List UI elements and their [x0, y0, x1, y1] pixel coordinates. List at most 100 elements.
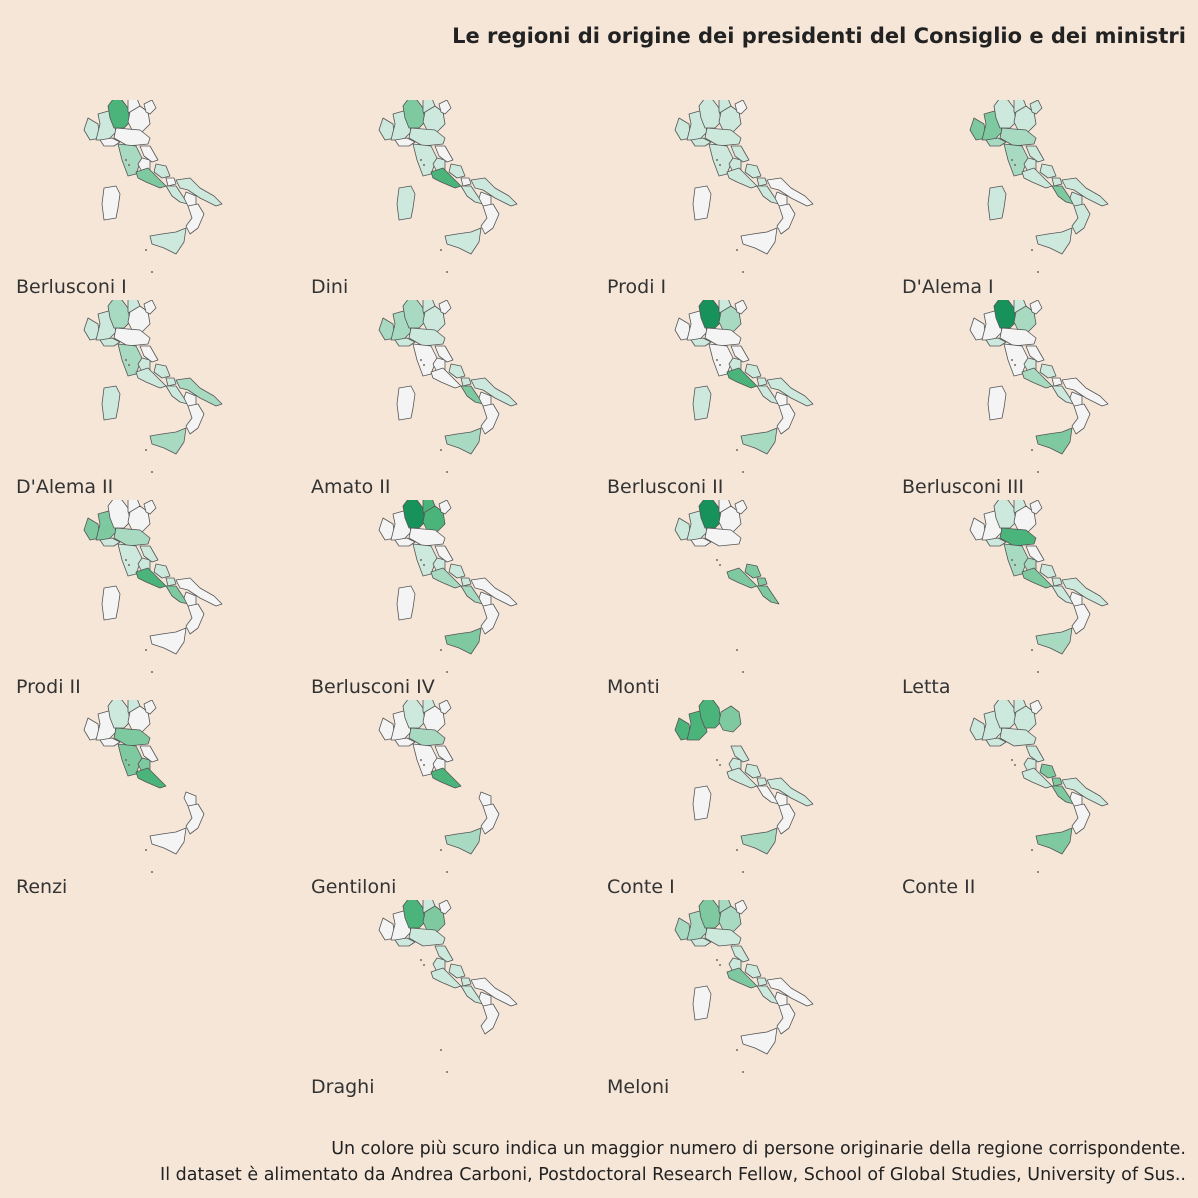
region-basilicata [478, 791, 492, 807]
region-aosta [674, 117, 692, 141]
region-sicily [1035, 227, 1073, 255]
islet-dot [1011, 159, 1013, 161]
region-molise [756, 777, 768, 787]
italy-map [378, 300, 518, 473]
region-sardinia [692, 785, 712, 821]
region-emilia [999, 727, 1037, 747]
map-panel: Conte I [591, 700, 881, 900]
region-molise [165, 177, 177, 187]
panel-label: Berlusconi III [902, 476, 1024, 498]
region-calabria [185, 403, 205, 435]
region-emilia [408, 527, 446, 547]
islet-dot [1037, 871, 1039, 873]
map-panel: Gentiloni [295, 700, 585, 900]
region-tuscany [708, 143, 734, 177]
islet-dot [440, 1049, 442, 1051]
region-marche [139, 145, 159, 163]
region-puglia [175, 377, 223, 407]
region-lazio [430, 767, 462, 789]
map-panel: Amato II [295, 300, 585, 500]
region-aosta [378, 917, 396, 941]
region-lazio [726, 367, 758, 389]
region-abruzzo [448, 563, 466, 579]
region-veneto [422, 505, 446, 533]
region-friuli [438, 700, 452, 715]
region-abruzzo [153, 563, 171, 579]
region-sicily [1035, 827, 1073, 855]
region-veneto [1013, 305, 1037, 333]
region-aosta [378, 517, 396, 541]
islet-dot [1031, 849, 1033, 851]
region-tuscany [1003, 143, 1029, 177]
footer-line-2: Il dataset è alimentato da Andrea Carbon… [160, 1165, 1186, 1185]
region-emilia [999, 327, 1037, 347]
region-sicily [740, 427, 778, 455]
region-molise [1051, 177, 1063, 187]
map-panel: Draghi [295, 900, 585, 1100]
region-calabria [776, 403, 796, 435]
islet-dot [1031, 449, 1033, 451]
region-abruzzo [744, 563, 762, 579]
region-emilia [704, 327, 742, 347]
islet-dot [719, 564, 721, 566]
region-marche [139, 745, 159, 763]
islet-dot [736, 849, 738, 851]
region-liguria [985, 737, 1007, 747]
region-aosta [674, 517, 692, 541]
region-abruzzo [448, 363, 466, 379]
panel-label: Meloni [607, 1076, 670, 1098]
region-lazio [135, 167, 167, 189]
islet-dot [742, 471, 744, 473]
region-friuli [1029, 300, 1043, 315]
italy-map [674, 700, 814, 873]
panel-label: Monti [607, 676, 660, 698]
islet-dot [716, 959, 718, 961]
islet-dot [151, 671, 153, 673]
italy-map [83, 500, 223, 673]
islet-dot [145, 849, 147, 851]
islet-dot [151, 271, 153, 273]
region-puglia [766, 377, 814, 407]
region-abruzzo [448, 963, 466, 979]
region-emilia [704, 527, 742, 547]
region-emilia [704, 927, 742, 947]
region-sicily [149, 427, 187, 455]
region-calabria [185, 803, 205, 835]
islet-dot [145, 249, 147, 251]
region-veneto [127, 505, 151, 533]
map-panel: Berlusconi IV [295, 500, 585, 700]
region-veneto [1013, 705, 1037, 733]
region-liguria [985, 337, 1007, 347]
region-tuscany [117, 143, 143, 177]
panel-label: Berlusconi II [607, 476, 724, 498]
islet-dot [1037, 271, 1039, 273]
region-puglia [470, 577, 518, 607]
region-liguria [690, 537, 712, 547]
region-marche [434, 145, 454, 163]
region-tuscany [117, 343, 143, 377]
region-veneto [422, 705, 446, 733]
region-aosta [674, 717, 692, 741]
region-sicily [740, 227, 778, 255]
islet-dot [420, 759, 422, 761]
region-liguria [394, 937, 416, 947]
region-liguria [99, 537, 121, 547]
region-sardinia [101, 185, 121, 221]
region-liguria [690, 337, 712, 347]
region-aosta [83, 717, 101, 741]
islet-dot [1011, 559, 1013, 561]
region-aosta [969, 117, 987, 141]
region-marche [1025, 745, 1045, 763]
region-aosta [83, 317, 101, 341]
panel-label: D'Alema I [902, 276, 994, 298]
region-marche [434, 945, 454, 963]
region-aosta [83, 517, 101, 541]
region-abruzzo [744, 363, 762, 379]
region-friuli [734, 300, 748, 315]
region-abruzzo [1039, 363, 1057, 379]
italy-map [83, 700, 205, 873]
region-friuli [1029, 500, 1043, 515]
region-puglia [1061, 777, 1109, 807]
region-lazio [135, 767, 167, 789]
